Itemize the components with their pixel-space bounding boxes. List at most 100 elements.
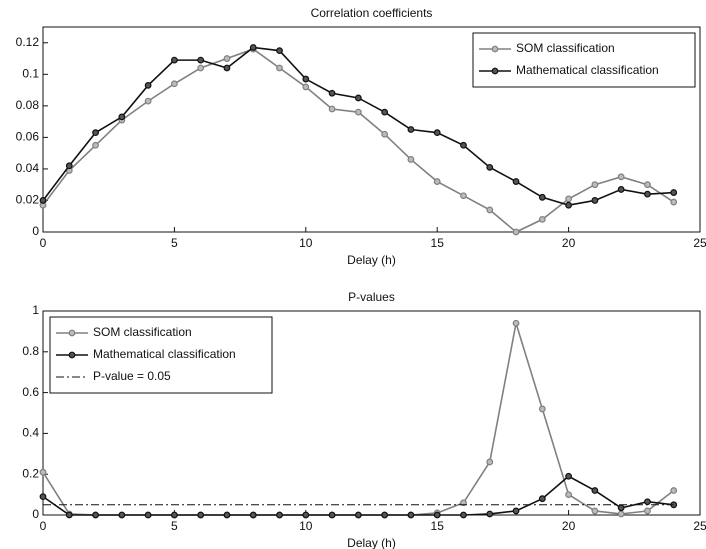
y-tick-label: 1 (32, 303, 39, 317)
data-point (144, 511, 152, 519)
data-point (591, 181, 599, 189)
data-point (670, 487, 678, 494)
data-point (644, 507, 651, 515)
data-point (591, 507, 599, 515)
legend-marker (491, 67, 499, 75)
data-point (486, 510, 494, 518)
data-point (328, 105, 336, 113)
data-point (276, 511, 283, 519)
data-point (460, 192, 467, 200)
data-point (538, 215, 546, 223)
x-tick-label: 0 (40, 519, 47, 533)
data-point (170, 511, 178, 519)
data-point (118, 113, 126, 121)
data-point (512, 319, 520, 327)
x-tick-label: 20 (562, 236, 576, 250)
y-tick-label: 0.02 (16, 193, 40, 207)
legend-label: Mathematical classification (93, 347, 236, 361)
data-point (538, 193, 546, 201)
chart-title: Correlation coefficients (311, 6, 433, 20)
data-point (538, 405, 546, 413)
data-point (512, 178, 520, 185)
data-point (565, 195, 572, 203)
data-point (197, 56, 205, 64)
data-point (276, 64, 283, 72)
data-point (617, 504, 625, 512)
x-axis-label: Delay (h) (347, 536, 396, 549)
data-point (538, 495, 546, 503)
x-tick-label: 20 (562, 519, 576, 533)
data-point (486, 206, 494, 214)
legend-box (472, 32, 696, 88)
data-point (170, 56, 178, 64)
data-point (144, 97, 152, 105)
data-point (354, 94, 362, 102)
data-point (512, 507, 520, 515)
y-tick-label: 0.08 (16, 98, 40, 112)
data-point (670, 198, 678, 206)
data-point (39, 468, 47, 476)
y-tick-label: 0.04 (16, 161, 40, 175)
data-point (223, 511, 231, 519)
data-point (65, 162, 73, 170)
data-point (460, 499, 467, 507)
series-line (42, 475, 674, 516)
data-point (302, 83, 310, 91)
data-point (39, 493, 47, 501)
data-point (591, 197, 599, 204)
data-point (276, 47, 283, 55)
data-point (644, 181, 651, 189)
x-tick-label: 0 (40, 236, 47, 250)
data-point (486, 458, 494, 466)
y-tick-label: 0.2 (22, 466, 39, 480)
data-point (433, 178, 441, 185)
data-point (617, 510, 625, 518)
data-point (65, 511, 73, 519)
legend-label: SOM classification (516, 41, 615, 55)
x-tick-label: 5 (171, 236, 178, 250)
data-point (328, 89, 336, 97)
data-point (565, 472, 572, 480)
data-point (39, 197, 47, 204)
legend-marker (68, 351, 76, 359)
legend-label: P-value = 0.05 (93, 369, 171, 383)
x-tick-label: 5 (171, 519, 178, 533)
data-point (381, 130, 389, 138)
data-point (591, 487, 599, 494)
legend-marker (68, 329, 76, 337)
data-point (92, 511, 99, 519)
data-point (433, 129, 441, 137)
data-point (617, 173, 625, 181)
plot-frame (42, 26, 701, 233)
data-point (381, 108, 389, 116)
legend-label: Mathematical classification (516, 63, 659, 77)
y-tick-label: 0.06 (16, 130, 40, 144)
data-point (92, 129, 99, 137)
data-point (670, 189, 678, 196)
data-point (144, 81, 152, 89)
data-point (223, 55, 231, 62)
x-tick-label: 10 (299, 519, 313, 533)
data-point (460, 141, 467, 149)
y-tick-label: 0.1 (22, 66, 39, 80)
data-point (354, 511, 362, 519)
x-tick-label: 25 (693, 236, 706, 250)
x-axis-label: Delay (h) (347, 253, 396, 267)
chart-title: P-values (348, 290, 395, 304)
data-point (118, 511, 126, 519)
y-tick-label: 0 (32, 224, 39, 238)
data-point (565, 491, 572, 499)
data-point (92, 141, 99, 149)
data-point (565, 201, 572, 209)
y-tick-label: 0.6 (22, 385, 39, 399)
x-tick-label: 25 (693, 519, 706, 533)
data-point (381, 511, 389, 519)
data-point (617, 186, 625, 193)
data-point (512, 228, 520, 236)
data-point (249, 511, 257, 519)
x-tick-label: 15 (431, 519, 445, 533)
data-point (644, 498, 651, 506)
data-point (407, 126, 415, 133)
legend-label: SOM classification (93, 325, 192, 339)
